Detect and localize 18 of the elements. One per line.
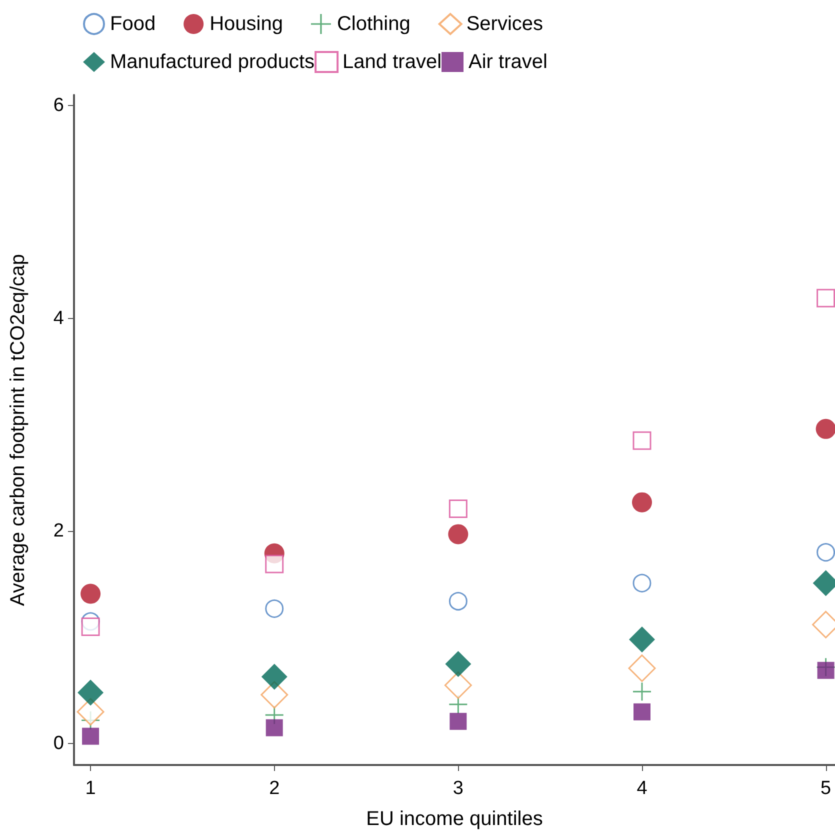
legend-label: Clothing <box>336 13 410 35</box>
legend-label: Housing <box>210 13 283 35</box>
y-tick-label: 2 <box>53 520 64 542</box>
x-tick-label: 4 <box>636 778 648 799</box>
x-tick-label: 2 <box>269 778 280 799</box>
y-axis-title: Average carbon footprint in tCO2eq/cap <box>7 254 29 606</box>
x-tick-label: 5 <box>820 778 832 799</box>
y-tick-label: 0 <box>53 733 64 754</box>
legend-label: Food <box>110 13 156 35</box>
x-tick-label: 3 <box>452 778 464 799</box>
legend-label: Services <box>466 13 544 35</box>
legend-label: Manufactured products <box>110 51 315 73</box>
y-tick-label: 4 <box>53 308 64 329</box>
y-tick-label: 6 <box>53 95 64 116</box>
legend-label: Air travel <box>468 51 548 73</box>
legend-label: Land travel <box>342 51 442 73</box>
x-axis-title: EU income quintiles <box>366 808 543 830</box>
x-tick-label: 1 <box>85 778 96 799</box>
